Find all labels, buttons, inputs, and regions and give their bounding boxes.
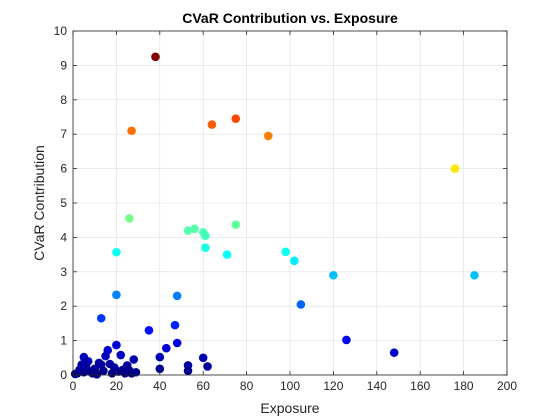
data-point (96, 313, 106, 323)
data-point (198, 353, 208, 363)
y-tick-label: 1 (60, 334, 67, 348)
y-tick-label: 3 (60, 265, 67, 279)
x-tick-label: 80 (240, 379, 254, 393)
data-point (207, 120, 217, 129)
data-point (112, 340, 121, 350)
data-point (329, 270, 338, 280)
data-point (155, 352, 165, 362)
data-point (264, 131, 273, 141)
data-point (112, 290, 121, 300)
x-tick-label: 40 (153, 379, 167, 393)
data-point (203, 362, 212, 371)
x-tick-label: 100 (280, 379, 300, 393)
data-point (183, 226, 193, 235)
data-point (470, 270, 479, 280)
data-point (231, 220, 241, 229)
data-point (162, 343, 171, 353)
data-point (127, 126, 136, 136)
data-point (155, 364, 165, 374)
data-point (125, 214, 134, 223)
data-point (342, 335, 351, 345)
x-tick-label: 200 (497, 379, 517, 393)
data-point (170, 320, 180, 330)
y-tick-label: 4 (60, 230, 67, 244)
y-tick-label: 8 (60, 93, 67, 107)
y-tick-label: 6 (60, 162, 67, 176)
data-point (172, 338, 182, 348)
y-tick-label: 5 (60, 196, 67, 210)
data-point (450, 164, 460, 173)
data-point (190, 224, 199, 234)
data-point (201, 243, 210, 253)
y-tick-label: 10 (54, 24, 68, 38)
data-points (70, 52, 479, 379)
data-point (172, 291, 182, 301)
y-tick-labels: 0 1 2 3 4 5 6 7 8 9 10 (54, 24, 68, 382)
y-tick-label: 9 (60, 58, 67, 72)
data-point (131, 367, 141, 377)
x-tick-label: 120 (323, 379, 343, 393)
data-point (116, 350, 126, 360)
data-point (389, 348, 399, 357)
x-tick-label: 60 (197, 379, 211, 393)
data-point (222, 250, 232, 259)
data-point (112, 247, 121, 257)
data-point (129, 355, 139, 364)
data-point (99, 366, 108, 376)
chart-title: CVaR Contribution vs. Exposure (182, 10, 398, 26)
data-point (231, 114, 241, 124)
data-point (296, 300, 306, 309)
x-tick-labels: 0 20 40 60 80 100 120 140 160 180 200 (70, 379, 518, 393)
data-point (144, 325, 154, 335)
y-tick-label: 2 (60, 299, 67, 313)
x-tick-label: 140 (367, 379, 387, 393)
x-tick-label: 180 (454, 379, 474, 393)
data-point (183, 366, 193, 376)
x-tick-label: 160 (410, 379, 430, 393)
data-point (103, 345, 113, 355)
data-point (290, 256, 299, 266)
data-point (201, 231, 210, 240)
data-point (281, 247, 290, 257)
data-point (83, 356, 93, 366)
y-tick-label: 7 (60, 127, 67, 141)
y-tick-label: 0 (60, 368, 67, 382)
x-axis-label: Exposure (260, 400, 319, 416)
x-tick-label: 0 (70, 379, 77, 393)
data-point (151, 52, 160, 62)
y-axis-label: CVaR Contribution (31, 145, 47, 261)
x-tick-label: 20 (110, 379, 124, 393)
data-point (92, 370, 102, 379)
axis-ticks (72, 30, 508, 376)
